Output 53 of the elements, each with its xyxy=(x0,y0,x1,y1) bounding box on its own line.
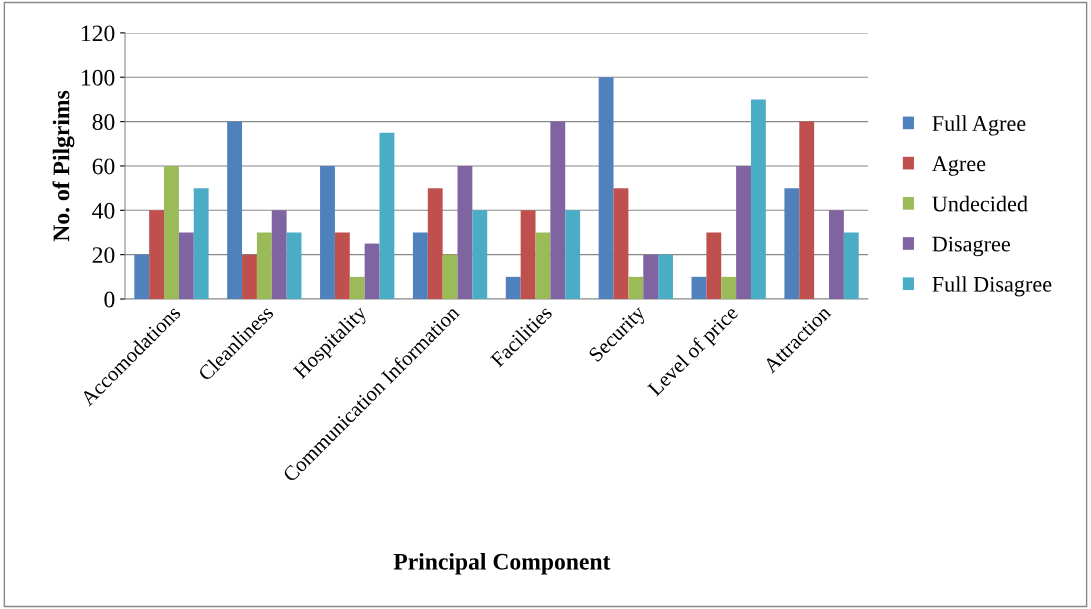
bar xyxy=(520,210,536,300)
bar xyxy=(427,188,443,300)
bar xyxy=(193,188,209,300)
y-tick-label: 0 xyxy=(104,291,115,308)
bar xyxy=(472,210,488,300)
bar xyxy=(613,188,629,300)
bar xyxy=(565,210,581,300)
bar xyxy=(227,121,243,300)
x-axis-title: Principal Component xyxy=(393,553,611,575)
y-tick-label: 20 xyxy=(92,247,115,264)
bar xyxy=(149,210,165,300)
bar xyxy=(643,254,659,300)
bar xyxy=(550,121,566,300)
bar xyxy=(178,232,194,300)
bar xyxy=(721,276,737,300)
y-tick-label: 80 xyxy=(92,114,115,131)
bar xyxy=(736,165,751,300)
legend-label: Agree xyxy=(931,156,986,176)
y-axis-title: No. of Pilgrims xyxy=(52,90,75,242)
legend-label: Full Disagree xyxy=(932,276,1052,297)
bar xyxy=(271,210,287,300)
legend-label: Disagree xyxy=(932,236,1010,257)
bar xyxy=(505,276,521,300)
bar xyxy=(457,165,473,300)
y-tick-label: 40 xyxy=(92,202,115,219)
legend-label: Full Agree xyxy=(932,115,1026,136)
bar xyxy=(164,165,179,300)
bar xyxy=(334,232,350,300)
bar xyxy=(134,254,150,300)
bar xyxy=(828,210,844,300)
bar xyxy=(256,232,272,300)
bar xyxy=(286,232,302,300)
bar xyxy=(598,77,614,300)
bar xyxy=(628,276,644,300)
y-tick-label: 120 xyxy=(81,25,115,42)
bar xyxy=(799,121,815,300)
bar xyxy=(412,232,428,300)
bar xyxy=(320,165,335,300)
bar xyxy=(442,254,458,300)
bar xyxy=(349,276,365,300)
bar xyxy=(784,188,800,300)
bar xyxy=(691,276,707,300)
bar xyxy=(706,232,722,300)
bar xyxy=(843,232,859,300)
y-tick-label: 60 xyxy=(92,158,115,175)
bar xyxy=(750,99,766,300)
bar xyxy=(364,243,380,300)
y-tick-label: 100 xyxy=(81,69,115,86)
bar xyxy=(242,254,257,300)
bar xyxy=(658,254,673,300)
legend-label: Undecided xyxy=(932,195,1028,212)
bar xyxy=(535,232,551,300)
bar xyxy=(379,132,395,300)
